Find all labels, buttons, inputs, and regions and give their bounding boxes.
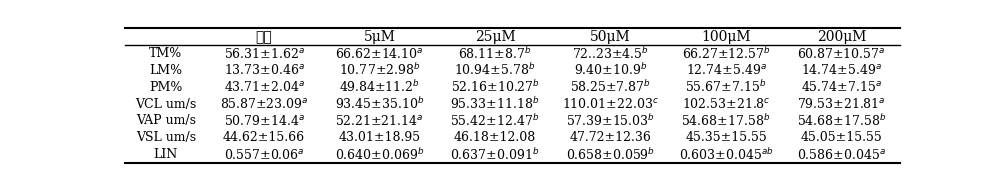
Text: 对照: 对照 <box>256 30 272 44</box>
Text: 47.72±12.36: 47.72±12.36 <box>570 131 651 144</box>
Text: 50μM: 50μM <box>590 30 631 44</box>
Text: TM%: TM% <box>149 47 182 60</box>
Text: 44.62±15.66: 44.62±15.66 <box>223 131 305 144</box>
Text: VCL um/s: VCL um/s <box>135 98 196 111</box>
Text: 110.01±22.03$^{c}$: 110.01±22.03$^{c}$ <box>562 97 659 111</box>
Text: 12.74±5.49$^{a}$: 12.74±5.49$^{a}$ <box>686 63 767 77</box>
Text: 52.16±10.27$^{b}$: 52.16±10.27$^{b}$ <box>451 79 540 95</box>
Text: 66.62±14.10$^{a}$: 66.62±14.10$^{a}$ <box>335 47 424 61</box>
Text: 54.68±17.58$^{b}$: 54.68±17.58$^{b}$ <box>681 113 771 129</box>
Text: 43.01±18.95: 43.01±18.95 <box>339 131 421 144</box>
Text: 79.53±21.81$^{a}$: 79.53±21.81$^{a}$ <box>797 97 886 111</box>
Text: 0.603±0.045$^{ab}$: 0.603±0.045$^{ab}$ <box>679 147 773 162</box>
Text: 25μM: 25μM <box>475 30 515 44</box>
Text: 200μM: 200μM <box>817 30 866 44</box>
Text: 13.73±0.46$^{a}$: 13.73±0.46$^{a}$ <box>224 63 305 77</box>
Text: 0.557±0.06$^{a}$: 0.557±0.06$^{a}$ <box>224 148 304 161</box>
Text: 10.77±2.98$^{b}$: 10.77±2.98$^{b}$ <box>339 62 420 78</box>
Text: 56.31±1.62$^{a}$: 56.31±1.62$^{a}$ <box>224 47 305 61</box>
Text: 54.68±17.58$^{b}$: 54.68±17.58$^{b}$ <box>797 113 886 129</box>
Text: VSL um/s: VSL um/s <box>136 131 196 144</box>
Text: 85.87±23.09$^{a}$: 85.87±23.09$^{a}$ <box>220 97 308 111</box>
Text: 5μM: 5μM <box>364 30 396 44</box>
Text: 0.658±0.059$^{b}$: 0.658±0.059$^{b}$ <box>566 147 655 162</box>
Text: 72..23±4.5$^{b}$: 72..23±4.5$^{b}$ <box>572 46 649 61</box>
Text: 9.40±10.9$^{b}$: 9.40±10.9$^{b}$ <box>574 62 647 78</box>
Text: 57.39±15.03$^{b}$: 57.39±15.03$^{b}$ <box>566 113 655 129</box>
Text: 52.21±21.14$^{a}$: 52.21±21.14$^{a}$ <box>335 114 424 128</box>
Text: 49.84±11.2$^{b}$: 49.84±11.2$^{b}$ <box>339 79 420 95</box>
Text: 50.79±14.4$^{a}$: 50.79±14.4$^{a}$ <box>224 114 305 128</box>
Text: 45.05±15.55: 45.05±15.55 <box>801 131 882 144</box>
Text: 102.53±21.8$^{c}$: 102.53±21.8$^{c}$ <box>682 97 770 111</box>
Text: 58.25±7.87$^{b}$: 58.25±7.87$^{b}$ <box>570 79 651 95</box>
Text: 100μM: 100μM <box>701 30 751 44</box>
Text: 66.27±12.57$^{b}$: 66.27±12.57$^{b}$ <box>682 46 770 61</box>
Text: 0.586±0.045$^{a}$: 0.586±0.045$^{a}$ <box>797 148 886 161</box>
Text: 14.74±5.49$^{a}$: 14.74±5.49$^{a}$ <box>801 63 882 77</box>
Text: 55.42±12.47$^{b}$: 55.42±12.47$^{b}$ <box>450 113 540 129</box>
Text: 43.71±2.04$^{a}$: 43.71±2.04$^{a}$ <box>224 80 305 94</box>
Text: LIN: LIN <box>154 148 178 161</box>
Text: PM%: PM% <box>149 81 182 94</box>
Text: 68.11±8.7$^{b}$: 68.11±8.7$^{b}$ <box>458 46 532 61</box>
Text: 46.18±12.08: 46.18±12.08 <box>454 131 536 144</box>
Text: 45.35±15.55: 45.35±15.55 <box>685 131 767 144</box>
Text: 45.74±7.15$^{a}$: 45.74±7.15$^{a}$ <box>801 80 882 94</box>
Text: 0.640±0.069$^{b}$: 0.640±0.069$^{b}$ <box>335 147 424 162</box>
Text: 55.67±7.15$^{b}$: 55.67±7.15$^{b}$ <box>685 79 767 95</box>
Text: 10.94±5.78$^{b}$: 10.94±5.78$^{b}$ <box>454 62 536 78</box>
Text: LM%: LM% <box>149 64 182 77</box>
Text: VAP um/s: VAP um/s <box>136 114 196 127</box>
Text: 0.637±0.091$^{b}$: 0.637±0.091$^{b}$ <box>450 147 540 162</box>
Text: 93.45±35.10$^{b}$: 93.45±35.10$^{b}$ <box>335 96 424 112</box>
Text: 95.33±11.18$^{b}$: 95.33±11.18$^{b}$ <box>450 96 540 112</box>
Text: 60.87±10.57$^{a}$: 60.87±10.57$^{a}$ <box>797 47 886 61</box>
